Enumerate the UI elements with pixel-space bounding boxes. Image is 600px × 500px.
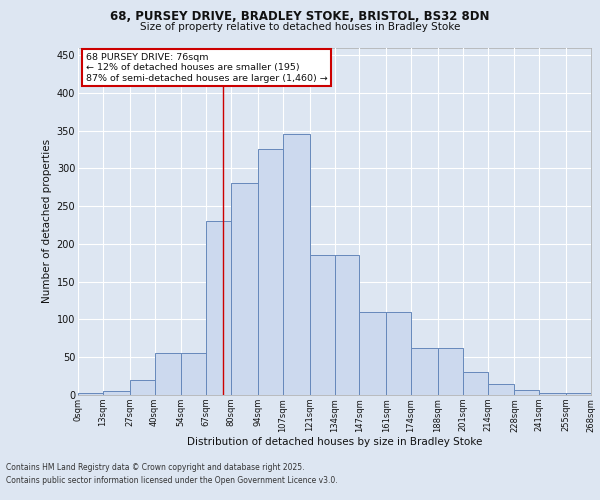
X-axis label: Distribution of detached houses by size in Bradley Stoke: Distribution of detached houses by size …	[187, 437, 482, 447]
Bar	[566, 394, 591, 395]
Bar	[258, 150, 283, 395]
Bar	[359, 312, 386, 395]
Bar	[103, 391, 130, 395]
Bar	[310, 255, 335, 395]
Bar	[155, 354, 181, 395]
Bar	[514, 390, 539, 395]
Text: Contains public sector information licensed under the Open Government Licence v3: Contains public sector information licen…	[6, 476, 338, 485]
Bar	[463, 372, 488, 395]
Text: 68, PURSEY DRIVE, BRADLEY STOKE, BRISTOL, BS32 8DN: 68, PURSEY DRIVE, BRADLEY STOKE, BRISTOL…	[110, 10, 490, 23]
Text: 68 PURSEY DRIVE: 76sqm
← 12% of detached houses are smaller (195)
87% of semi-de: 68 PURSEY DRIVE: 76sqm ← 12% of detached…	[86, 52, 328, 82]
Bar	[130, 380, 155, 395]
Bar	[206, 221, 231, 395]
Bar	[411, 348, 438, 395]
Bar	[335, 255, 359, 395]
Bar	[539, 392, 566, 395]
Bar	[283, 134, 310, 395]
Bar	[438, 348, 463, 395]
Bar	[386, 312, 411, 395]
Bar	[78, 394, 103, 395]
Text: Contains HM Land Registry data © Crown copyright and database right 2025.: Contains HM Land Registry data © Crown c…	[6, 464, 305, 472]
Text: Size of property relative to detached houses in Bradley Stoke: Size of property relative to detached ho…	[140, 22, 460, 32]
Bar	[488, 384, 514, 395]
Bar	[231, 184, 258, 395]
Y-axis label: Number of detached properties: Number of detached properties	[43, 139, 52, 304]
Bar	[181, 354, 206, 395]
